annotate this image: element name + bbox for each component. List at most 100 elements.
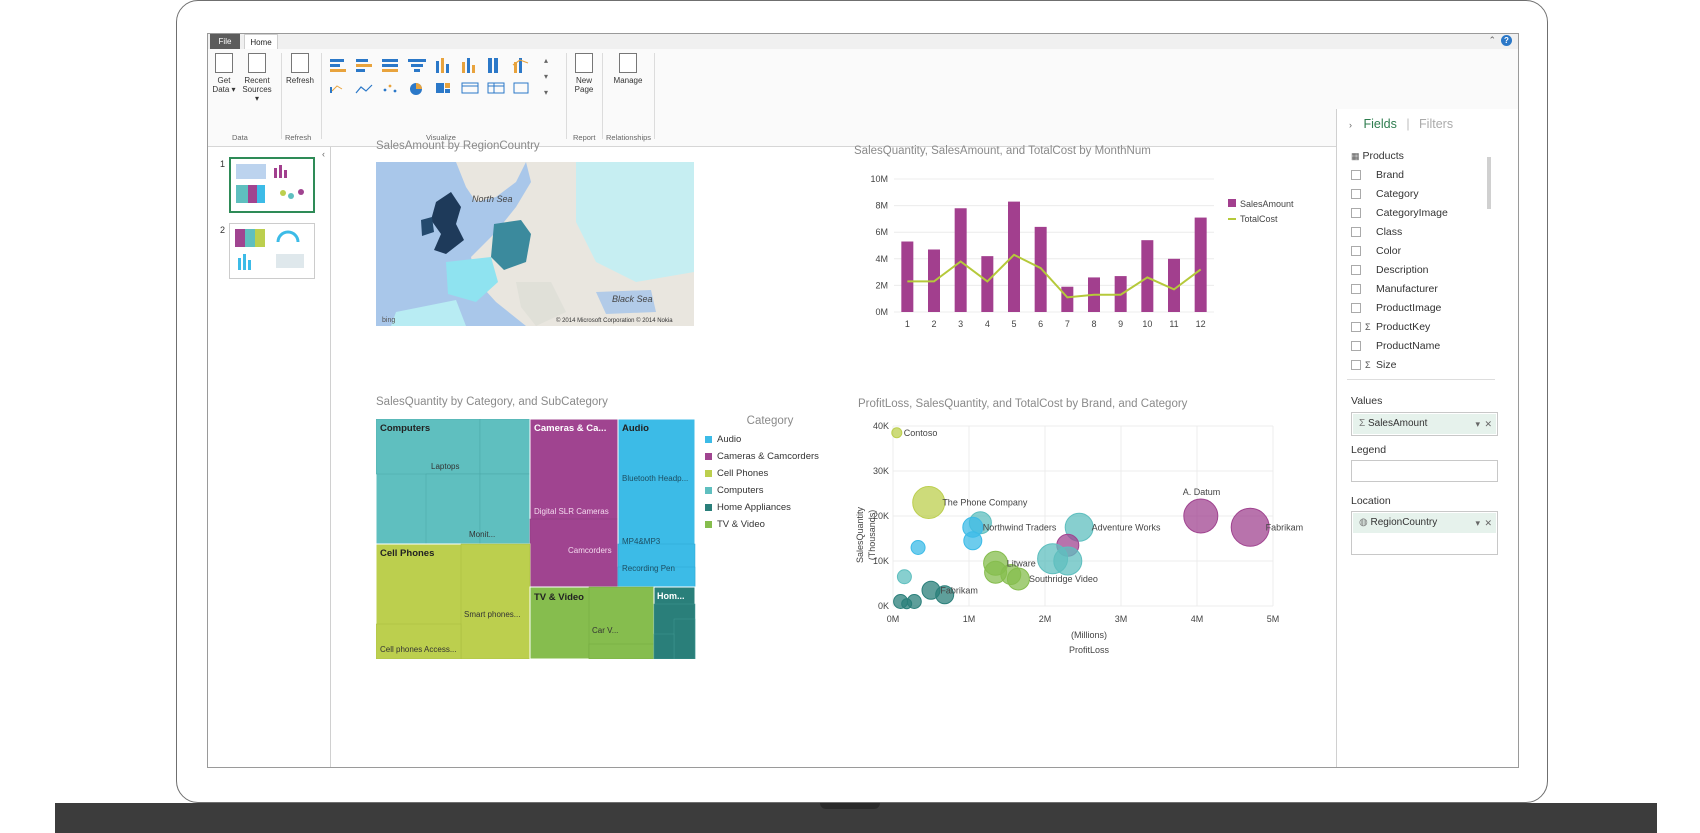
chevron-down-icon[interactable]: ▾	[1475, 518, 1480, 528]
field-checkbox[interactable]	[1351, 360, 1361, 371]
column-chart-icon[interactable]	[436, 58, 449, 73]
tab-file[interactable]: File	[210, 34, 240, 49]
combo-chart-icon[interactable]	[512, 58, 529, 73]
scatter-point[interactable]	[896, 569, 912, 585]
scatter-point[interactable]	[912, 486, 946, 519]
table-icon[interactable]	[461, 82, 479, 94]
legend-item[interactable]: Computers	[705, 482, 835, 499]
tab-home[interactable]: Home	[244, 34, 278, 49]
field-checkbox[interactable]	[1351, 208, 1361, 219]
field-checkbox[interactable]	[1351, 170, 1361, 181]
field-item[interactable]: Σ ProductKey	[1351, 321, 1430, 333]
get-data-button[interactable]: Get Data ▾	[212, 53, 236, 94]
field-item[interactable]: Brand	[1351, 169, 1404, 181]
location-well[interactable]: ◍ RegionCountry ▾ ✕	[1351, 511, 1498, 555]
legend-item[interactable]: Cameras & Camcorders	[705, 448, 835, 465]
100-bar-icon[interactable]	[382, 59, 398, 72]
scatter-point[interactable]	[910, 540, 926, 555]
legend-item[interactable]: TV & Video	[705, 516, 835, 533]
scatter-point[interactable]	[1183, 498, 1219, 534]
location-pill[interactable]: ◍ RegionCountry ▾ ✕	[1353, 513, 1496, 533]
bar-salesamount[interactable]	[981, 256, 994, 312]
line-totalcost[interactable]	[907, 253, 1202, 299]
matrix-icon[interactable]	[487, 82, 505, 94]
recent-sources-button[interactable]: Recent Sources ▾	[240, 53, 274, 103]
field-item[interactable]: Σ Size	[1351, 359, 1396, 371]
new-page-button[interactable]: New Page	[568, 53, 600, 94]
treemap-cameras[interactable]	[529, 419, 619, 588]
tab-filters[interactable]: Filters	[1419, 117, 1454, 131]
field-item[interactable]: ProductName	[1351, 340, 1440, 352]
bar-salesamount[interactable]	[1168, 258, 1180, 312]
area-chart-icon[interactable]	[383, 84, 397, 93]
field-item[interactable]: Description	[1351, 264, 1429, 276]
visualization-gallery[interactable]: ▴ ▾ ▾	[324, 53, 564, 133]
field-checkbox[interactable]	[1351, 227, 1361, 238]
tab-fields[interactable]: Fields	[1363, 117, 1397, 131]
scatter-point[interactable]	[891, 427, 903, 439]
page-thumbnail-1[interactable]	[229, 157, 315, 213]
close-icon[interactable]: ✕	[1484, 419, 1492, 429]
field-checkbox[interactable]	[1351, 189, 1361, 200]
close-icon[interactable]: ✕	[1484, 518, 1492, 528]
field-item[interactable]: ProductImage	[1351, 302, 1441, 314]
gallery-scroll[interactable]: ▴ ▾ ▾	[544, 56, 548, 97]
bar-salesamount[interactable]	[954, 208, 967, 312]
field-checkbox[interactable]	[1351, 284, 1361, 295]
scatter-point[interactable]	[963, 531, 983, 551]
treemap-cell-phones[interactable]	[376, 543, 531, 659]
card-icon[interactable]	[513, 82, 529, 94]
stacked-bar-icon[interactable]	[330, 59, 346, 72]
help-icon[interactable]: ?	[1501, 35, 1512, 46]
scatter-point[interactable]	[1053, 546, 1083, 576]
chevron-up-icon[interactable]: ⌃	[1488, 35, 1496, 45]
scatter-point[interactable]	[1064, 512, 1094, 542]
field-checkbox[interactable]	[1351, 265, 1361, 276]
clustered-column-icon[interactable]	[462, 58, 475, 73]
clustered-bar-icon[interactable]	[356, 59, 372, 72]
scatter-point[interactable]	[1230, 507, 1270, 547]
treemap-icon[interactable]	[436, 83, 450, 93]
table-products[interactable]: ▦ Products	[1351, 150, 1404, 162]
chevron-right-icon[interactable]: ›	[1349, 120, 1352, 130]
treemap[interactable]: Computers Laptops Monit... Cameras & Ca.…	[376, 419, 696, 659]
treemap-computers[interactable]	[376, 419, 531, 545]
100-column-icon[interactable]	[488, 58, 498, 73]
scatter-point[interactable]	[1006, 567, 1030, 591]
legend-well[interactable]	[1351, 460, 1498, 482]
legend-item[interactable]: Cell Phones	[705, 465, 835, 482]
scrollbar[interactable]	[1487, 151, 1491, 371]
field-item[interactable]: Color	[1351, 245, 1401, 257]
bar-salesamount[interactable]	[1141, 240, 1154, 312]
manage-button[interactable]: Manage	[606, 53, 650, 85]
values-pill[interactable]: Σ SalesAmount ▾ ✕	[1353, 414, 1496, 434]
field-checkbox[interactable]	[1351, 322, 1361, 333]
legend-item[interactable]: Audio	[705, 431, 835, 448]
treemap-audio[interactable]	[617, 419, 696, 588]
refresh-button[interactable]: Refresh	[283, 53, 317, 85]
field-item[interactable]: Category	[1351, 188, 1419, 200]
scatter-point[interactable]	[901, 598, 913, 610]
chevron-down-icon[interactable]: ▾	[1475, 419, 1480, 429]
field-checkbox[interactable]	[1351, 341, 1361, 352]
page-thumbnail-2[interactable]	[229, 223, 315, 279]
legend-item[interactable]: Home Appliances	[705, 499, 835, 516]
chevron-left-icon[interactable]: ‹	[322, 149, 325, 159]
field-item[interactable]: Class	[1351, 226, 1402, 238]
bar-salesamount[interactable]	[901, 241, 914, 312]
field-item[interactable]: CategoryImage	[1351, 207, 1448, 219]
pie-icon[interactable]	[410, 83, 422, 95]
line-chart-icon[interactable]	[355, 84, 373, 94]
filled-map[interactable]: North Sea Black Sea bing © 2014 Microsof…	[376, 162, 694, 326]
bar-salesamount[interactable]	[1194, 217, 1207, 312]
field-checkbox[interactable]	[1351, 246, 1361, 257]
scatter-point[interactable]	[935, 585, 955, 605]
scatter-chart[interactable]: SalesQuantity (Thousands) (Millions) Pro…	[853, 420, 1313, 660]
bar-salesamount[interactable]	[1061, 286, 1074, 312]
treemap-tv[interactable]	[529, 586, 655, 659]
bar-salesamount[interactable]	[1008, 201, 1020, 312]
field-checkbox[interactable]	[1351, 303, 1361, 314]
values-well[interactable]: Σ SalesAmount ▾ ✕	[1351, 412, 1498, 436]
funnel-icon[interactable]	[408, 59, 426, 72]
